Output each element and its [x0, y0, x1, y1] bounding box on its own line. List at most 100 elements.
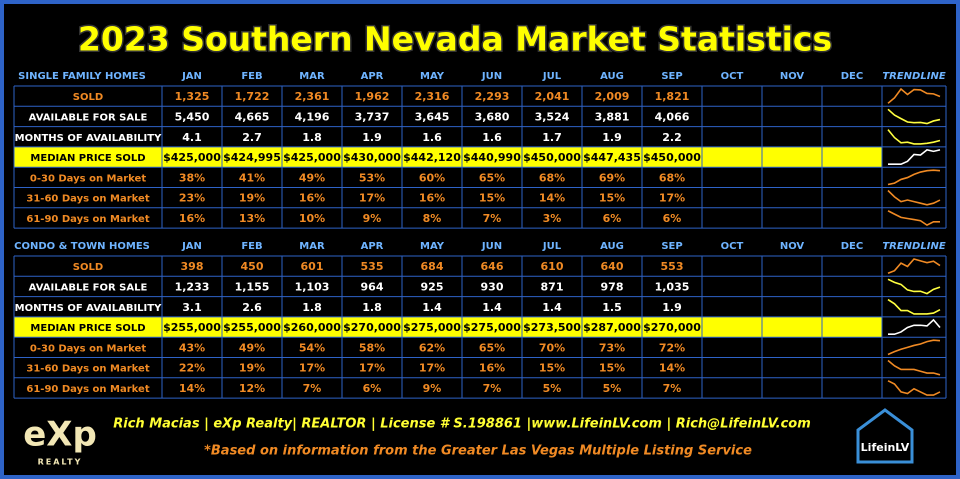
cell-value: 3,737 [355, 110, 390, 123]
cell-value: 7% [303, 382, 322, 395]
column-header: JUL [542, 241, 562, 252]
cell-value: 1,233 [175, 280, 210, 293]
cell-value: 398 [181, 260, 204, 273]
cell-value: 871 [541, 280, 564, 293]
footer-contact: Rich Macias | eXp Realty| REALTOR | Lice… [113, 417, 811, 432]
cell-value: 684 [421, 260, 444, 273]
cell-value: 450 [241, 260, 264, 273]
cell-value: 17% [359, 362, 385, 375]
cell-value: 930 [481, 280, 504, 293]
cell-value: 23% [179, 192, 205, 205]
cell-value: 60% [419, 171, 445, 184]
cell-value: 2.7 [242, 131, 262, 144]
cell-value: $450,000 [643, 151, 701, 164]
cell-value: 14% [659, 362, 685, 375]
row-label: 31-60 Days on Market [26, 364, 149, 375]
cell-value: 2,041 [535, 90, 570, 103]
trendline [887, 149, 941, 165]
cell-value: 9% [423, 382, 442, 395]
cell-value: 2,009 [595, 90, 630, 103]
row-label: MEDIAN PRICE SOLD [30, 323, 145, 334]
row-label: MONTHS OF AVAILABILITY [15, 303, 162, 314]
trendline [887, 108, 941, 125]
cell-value: 16% [419, 192, 445, 205]
cell-value: 15% [539, 362, 565, 375]
trendline [887, 339, 941, 356]
cell-value: 14% [539, 192, 565, 205]
cell-value: 16% [179, 212, 205, 225]
cell-value: 10% [299, 212, 325, 225]
cell-value: 12% [239, 382, 265, 395]
cell-value: 5% [603, 382, 622, 395]
trendline [887, 359, 941, 376]
cell-value: 54% [299, 341, 325, 354]
cell-value: 1.8 [362, 301, 382, 314]
cell-value: 38% [179, 171, 205, 184]
cell-value: $270,000 [643, 321, 701, 334]
column-header: MAY [420, 71, 445, 82]
column-header: JUN [481, 241, 502, 252]
cell-value: 43% [179, 341, 205, 354]
cell-value: 1.7 [542, 131, 562, 144]
column-header: JUL [542, 71, 562, 82]
column-header: SEP [661, 241, 682, 252]
column-header: MAR [299, 241, 325, 252]
cell-value: 65% [479, 171, 505, 184]
cell-value: 1,821 [655, 90, 690, 103]
cell-value: $447,435 [583, 151, 641, 164]
cell-value: 68% [659, 171, 685, 184]
cell-value: 1.9 [662, 301, 682, 314]
cell-value: 1,103 [295, 280, 330, 293]
cell-value: 964 [361, 280, 384, 293]
row-label: SOLD [73, 92, 103, 103]
cell-value: 19% [239, 362, 265, 375]
column-header: AUG [600, 71, 624, 82]
cell-value: 1.4 [422, 301, 442, 314]
cell-value: $275,000 [463, 321, 521, 334]
column-header: MAY [420, 241, 445, 252]
cell-value: $430,000 [343, 151, 401, 164]
cell-value: 70% [539, 341, 565, 354]
cell-value: 62% [419, 341, 445, 354]
cell-value: $275,000 [403, 321, 461, 334]
cell-value: $442,120 [403, 151, 461, 164]
footer-note: *Based on information from the Greater L… [204, 444, 752, 459]
row-label: AVAILABLE FOR SALE [29, 282, 148, 293]
column-header: TRENDLINE [882, 71, 945, 82]
cell-value: 17% [419, 362, 445, 375]
cell-value: 1,962 [355, 90, 390, 103]
column-header: JAN [181, 71, 202, 82]
column-header: FEB [241, 71, 262, 82]
column-header: OCT [721, 241, 744, 252]
exp-logo-sub: REALTY [38, 458, 83, 467]
cell-value: 9% [363, 212, 382, 225]
trendline [887, 87, 941, 104]
cell-value: 15% [479, 192, 505, 205]
cell-value: 925 [421, 280, 444, 293]
cell-value: 1,035 [655, 280, 690, 293]
cell-value: 6% [603, 212, 622, 225]
cell-value: 646 [481, 260, 504, 273]
column-header: MAR [299, 71, 325, 82]
cell-value: 73% [599, 341, 625, 354]
trendline [887, 129, 941, 145]
column-header: JUN [481, 71, 502, 82]
cell-value: 1.4 [542, 301, 562, 314]
cell-value: 15% [599, 362, 625, 375]
trendline [887, 189, 941, 206]
row-label: 61-90 Days on Market [26, 384, 149, 395]
cell-value: 5% [543, 382, 562, 395]
row-label: 0-30 Days on Market [30, 173, 146, 184]
column-header: SINGLE FAMILY HOMES [18, 71, 146, 82]
cell-value: 3% [543, 212, 562, 225]
cell-value: 1.9 [362, 131, 382, 144]
cell-value: 4,066 [655, 110, 690, 123]
row-label: MEDIAN PRICE SOLD [30, 153, 145, 164]
cell-value: 72% [659, 341, 685, 354]
cell-value: 65% [479, 341, 505, 354]
title: 2023 Southern Nevada Market Statistics [78, 20, 832, 59]
cell-value: 22% [179, 362, 205, 375]
column-header: OCT [721, 71, 744, 82]
cell-value: 4.1 [182, 131, 202, 144]
cell-value: 610 [541, 260, 564, 273]
